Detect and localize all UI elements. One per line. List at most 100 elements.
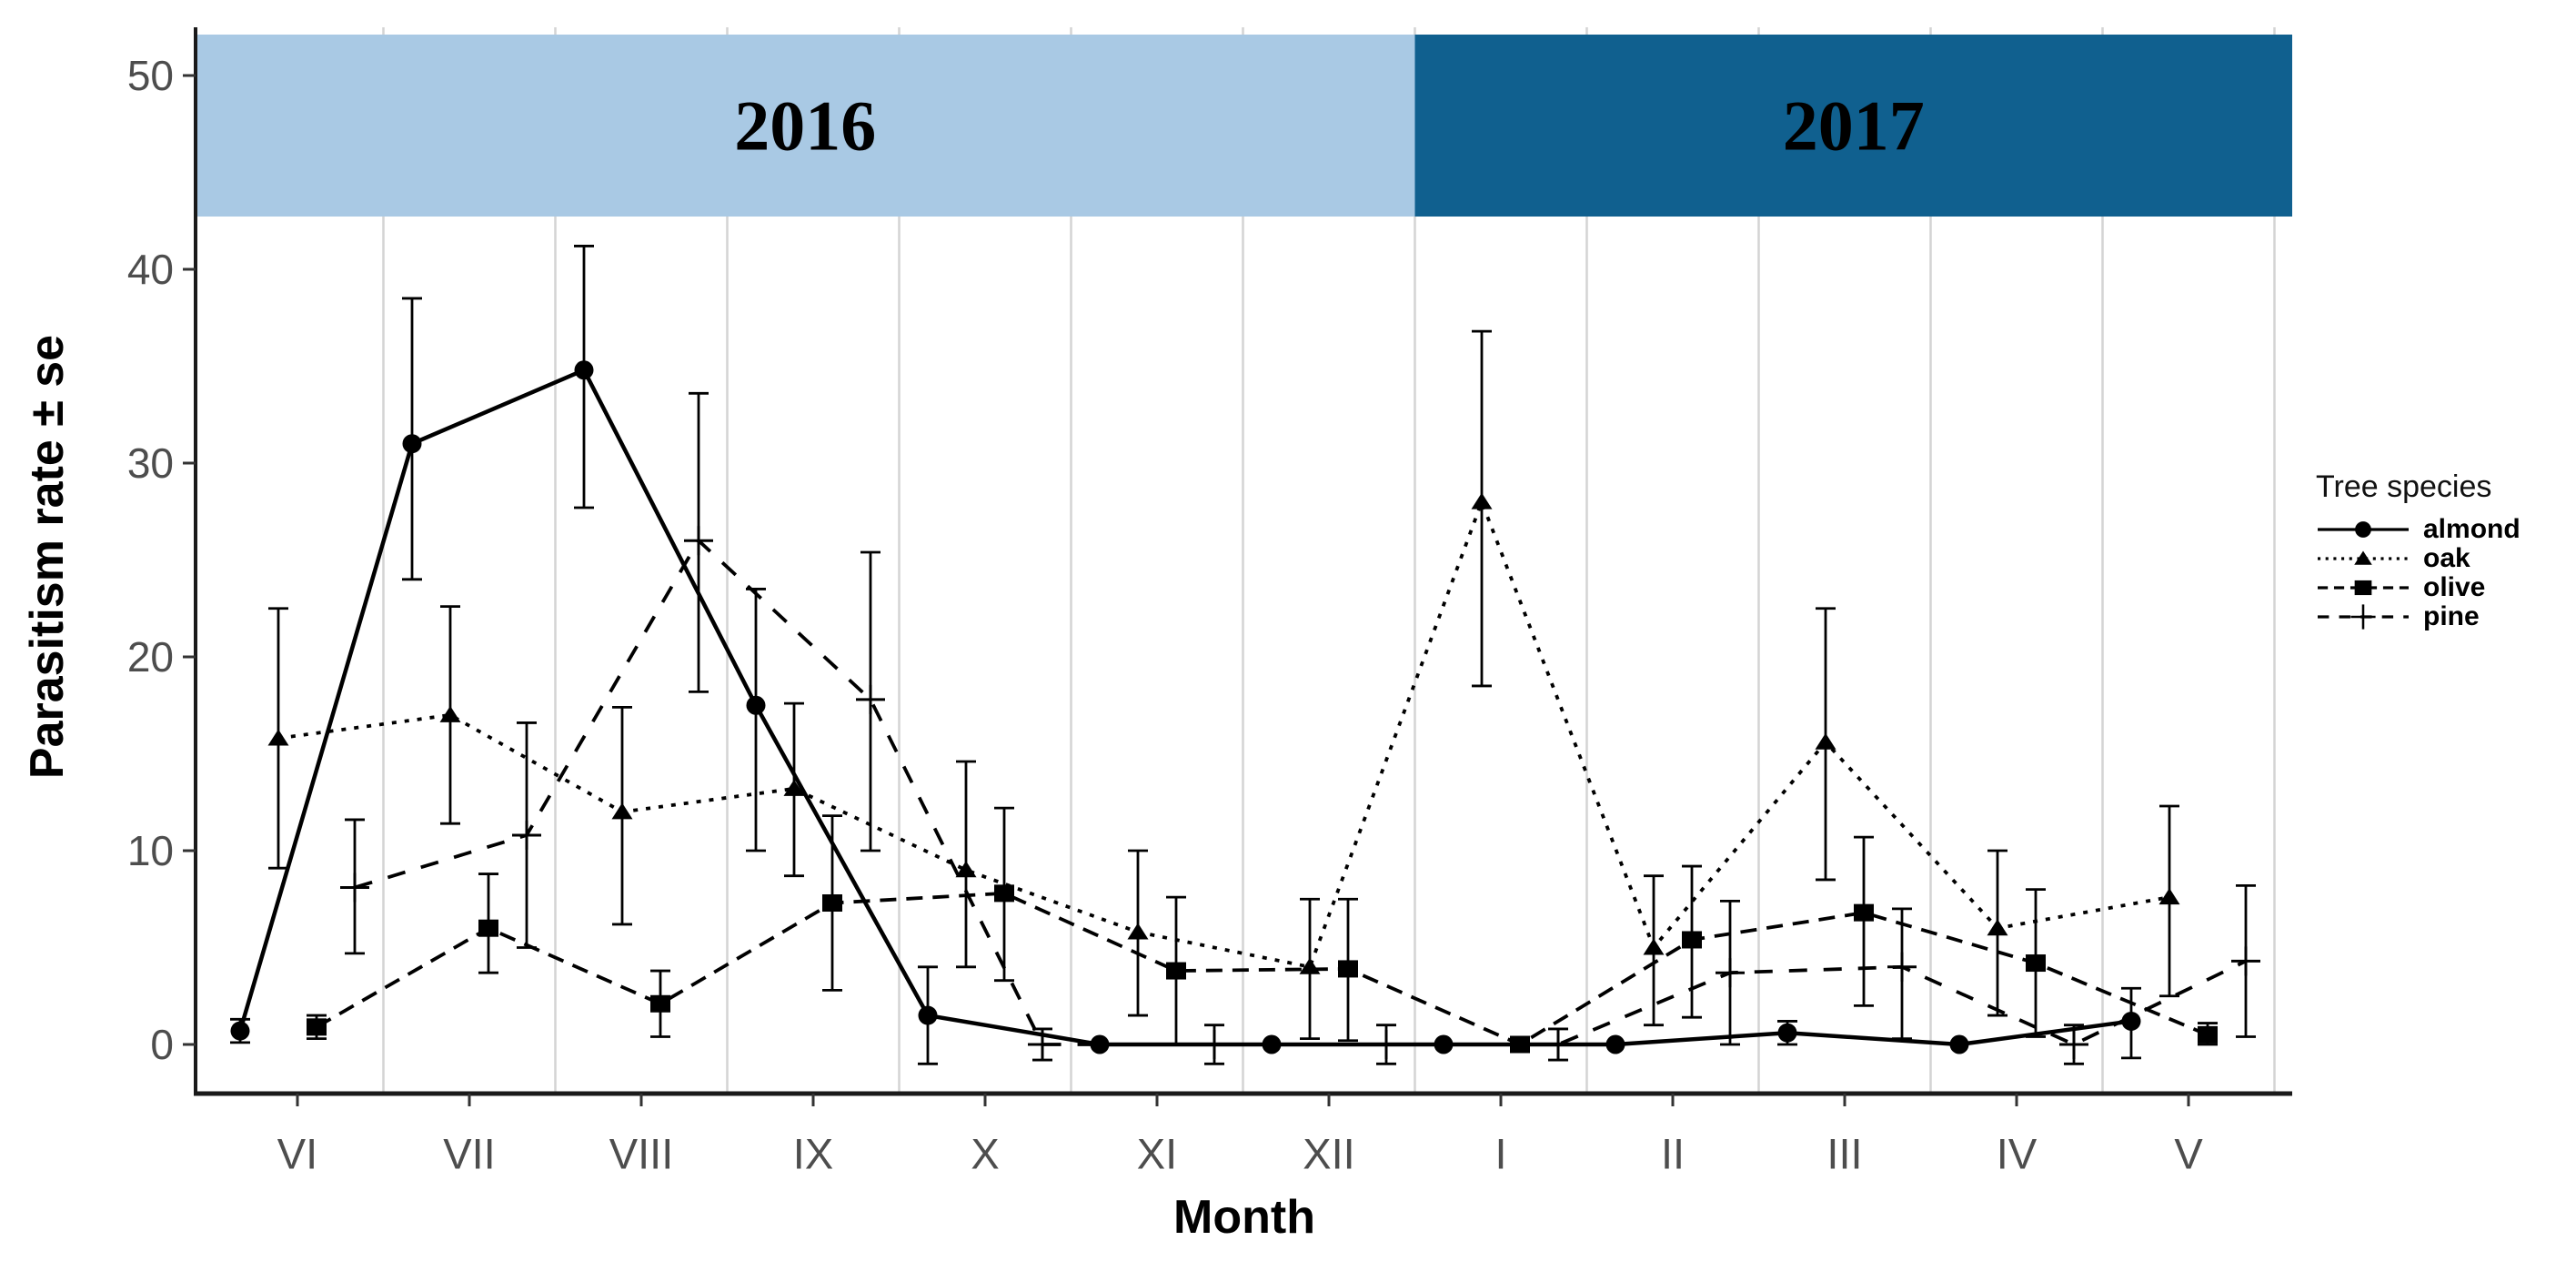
- data-point-plus: [1372, 1030, 1401, 1059]
- legend-item-pine: pine: [2316, 603, 2571, 630]
- longdash-line-plus-marker-icon: [2318, 604, 2409, 630]
- x-tick-label: XII: [1303, 1130, 1354, 1178]
- data-point-square: [2198, 1025, 2218, 1044]
- band-label-2016: 2016: [734, 86, 876, 166]
- data-point-circle: [2121, 1011, 2141, 1031]
- data-point-plus: [340, 873, 369, 903]
- data-point-circle: [402, 434, 422, 454]
- series-line-almond: [237, 367, 2132, 1047]
- data-point-square: [1338, 960, 1358, 978]
- data-point-triangle: [2158, 888, 2180, 905]
- series-line-pine: [354, 538, 2247, 1047]
- legend-item-label: olive: [2423, 572, 2486, 602]
- y-tick-label: 50: [127, 52, 174, 99]
- x-tick-label: III: [1826, 1130, 1862, 1178]
- series-markers-almond: [230, 360, 2141, 1054]
- solid-line-circle-marker-icon: [2318, 521, 2409, 538]
- data-point-plus: [512, 820, 541, 850]
- data-point-triangle: [955, 861, 977, 878]
- data-point-triangle: [1815, 732, 1836, 750]
- data-point-square: [1682, 931, 1702, 949]
- data-point-triangle: [783, 779, 805, 796]
- data-point-square: [1510, 1035, 1530, 1054]
- data-point-circle: [1605, 1034, 1625, 1054]
- legend-item-label: almond: [2423, 514, 2521, 544]
- data-point-plus: [2350, 604, 2376, 630]
- data-point-plus: [2059, 1030, 2088, 1059]
- legend-item-label: oak: [2423, 543, 2470, 573]
- data-point-square: [1166, 962, 1186, 980]
- data-point-plus: [684, 526, 713, 556]
- x-tick-label: IX: [793, 1130, 833, 1178]
- data-point-square: [994, 884, 1014, 903]
- series-line-oak: [277, 497, 2170, 969]
- data-point-triangle: [1471, 492, 1493, 509]
- data-point-triangle: [1299, 957, 1321, 974]
- dotted-line-triangle-marker-icon: [2318, 550, 2409, 565]
- legend-title: Tree species: [2316, 469, 2492, 504]
- data-point-circle: [230, 1021, 250, 1041]
- data-point-triangle: [1127, 923, 1149, 940]
- legend: Tree species almond oak olive pine: [2316, 469, 2571, 632]
- data-point-square: [478, 919, 498, 937]
- data-point-square: [2026, 954, 2046, 973]
- x-tick-label: I: [1494, 1130, 1506, 1178]
- data-point-circle: [746, 695, 766, 715]
- data-point-plus: [1716, 958, 1745, 988]
- dashed-line-square-marker-icon: [2318, 580, 2409, 596]
- data-point-plus: [1544, 1030, 1573, 1059]
- data-point-circle: [918, 1005, 938, 1025]
- data-point-square: [2354, 580, 2372, 596]
- y-tick-label: 10: [127, 827, 174, 874]
- x-tick-label: VI: [277, 1130, 317, 1178]
- data-point-triangle: [267, 729, 289, 746]
- x-tick-label: XI: [1137, 1130, 1177, 1178]
- x-tick-label: VIII: [609, 1130, 674, 1178]
- x-tick-label: II: [1661, 1130, 1685, 1178]
- series-markers-pine: [340, 526, 2260, 1059]
- x-tick-label: V: [2174, 1130, 2203, 1178]
- legend-item-oak: oak: [2316, 545, 2571, 572]
- data-point-circle: [1434, 1034, 1454, 1054]
- series-markers-oak: [267, 492, 2180, 974]
- data-point-triangle: [1987, 919, 2008, 936]
- data-point-plus: [856, 684, 885, 714]
- data-point-circle: [2355, 521, 2371, 538]
- year-bands: 2016 2017: [196, 35, 2292, 217]
- data-point-plus: [1028, 1030, 1057, 1059]
- y-axis-title: Parasitism rate ± se: [21, 334, 74, 780]
- x-tick-label: X: [971, 1130, 999, 1178]
- data-point-plus: [1200, 1030, 1229, 1059]
- legend-item-almond: almond: [2316, 516, 2571, 543]
- y-tick-label: 20: [127, 633, 174, 681]
- data-point-square: [307, 1018, 327, 1036]
- data-point-triangle: [2354, 550, 2372, 565]
- legend-item-olive: olive: [2316, 574, 2571, 601]
- data-point-triangle: [439, 705, 461, 722]
- data-point-circle: [574, 360, 594, 380]
- data-point-circle: [1777, 1023, 1797, 1043]
- data-point-plus: [1887, 952, 1917, 982]
- series-line-olive: [316, 891, 2209, 1047]
- data-point-circle: [1262, 1034, 1282, 1054]
- data-point-plus: [2231, 946, 2260, 976]
- series-markers-olive: [307, 884, 2218, 1054]
- band-label-2017: 2017: [1783, 86, 1925, 166]
- y-tick-label: 30: [127, 439, 174, 487]
- data-point-square: [1854, 903, 1874, 922]
- band-2017: [1414, 35, 2292, 217]
- x-axis-title: Month: [1173, 1191, 1315, 1244]
- y-tick-label: 0: [150, 1021, 174, 1068]
- x-tick-label: IV: [1997, 1130, 2038, 1178]
- data-point-square: [650, 994, 670, 1013]
- band-2016: [196, 35, 1415, 217]
- data-point-circle: [1949, 1034, 1969, 1054]
- data-point-triangle: [1643, 938, 1665, 955]
- data-point-square: [822, 894, 842, 913]
- data-point-markers: [230, 360, 2260, 1059]
- x-tick-label: VII: [443, 1130, 495, 1178]
- y-tick-label: 40: [127, 246, 174, 293]
